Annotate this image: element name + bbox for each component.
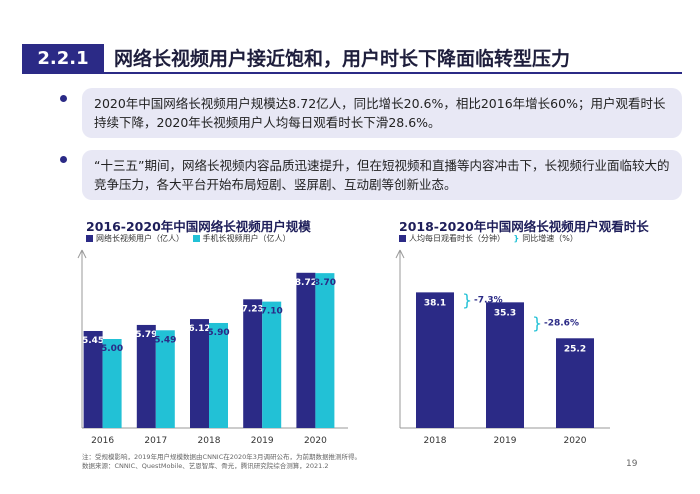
- header-divider: [104, 72, 682, 74]
- x-tick-label: 2018: [198, 436, 221, 446]
- x-tick-label: 2017: [144, 436, 167, 446]
- bar-value-label: 7.10: [261, 307, 283, 317]
- page-number: 19: [626, 459, 638, 469]
- bar-value-label: 7.23: [242, 304, 264, 314]
- chart2-title: 2018-2020年中国网络长视频用户观看时长: [399, 219, 649, 234]
- chart2-legend: 人均每日观看时长（分钟） } 同比增速（%）: [399, 233, 584, 244]
- bar-watch-time: [486, 302, 524, 428]
- legend-item: 人均每日观看时长（分钟）: [399, 233, 505, 244]
- x-tick-label: 2020: [564, 436, 587, 446]
- bar-network: [83, 330, 103, 428]
- bar-mobile: [209, 322, 228, 428]
- bar-network: [190, 319, 209, 428]
- bar-value-label: 5.00: [101, 344, 123, 354]
- y-axis-arrow: [395, 249, 401, 259]
- bullet-dot: [60, 95, 67, 102]
- x-tick-label: 2019: [251, 436, 274, 446]
- y-axis-arrow: [77, 249, 83, 259]
- bar-watch-time: [416, 292, 454, 428]
- bar-value-label: 38.1: [424, 298, 446, 308]
- bullet-panel-2: “十三五”期间，网络长视频内容品质迅速提升，但在短视频和直播等内容冲击下，长视频…: [82, 150, 682, 200]
- bar-value-label: 5.79: [135, 330, 157, 340]
- x-tick-label: 2019: [494, 436, 517, 446]
- footnote-source: 数据来源：CNNIC、QuestMobile、艺恩智库、骨光，腾讯研究院综合测算…: [82, 462, 329, 470]
- bar-value-label: 5.45: [82, 336, 104, 346]
- bar-mobile: [155, 330, 175, 428]
- bullet-panel-1: 2020年中国网络长视频用户规模达8.72亿人，同比增长20.6%，相比2016…: [82, 88, 682, 138]
- legend-label: 同比增速（%）: [522, 234, 578, 243]
- bullet-dot: [60, 156, 67, 163]
- bullet-text-1: 2020年中国网络长视频用户规模达8.72亿人，同比增长20.6%，相比2016…: [94, 96, 666, 130]
- legend-item: 手机长视频用户（亿人）: [192, 233, 291, 244]
- legend-label: 手机长视频用户（亿人）: [202, 234, 291, 243]
- bar-value-label: 35.3: [494, 308, 516, 318]
- bar-mobile: [102, 339, 122, 428]
- bar-watch-time: [556, 338, 594, 428]
- bar-value-label: 6.12: [188, 324, 210, 334]
- legend-label: 网络长视频用户（亿人）: [96, 234, 184, 243]
- bar-mobile: [262, 301, 282, 428]
- growth-brace: }: [532, 313, 542, 332]
- bar-mobile: [315, 273, 335, 428]
- bar-network: [136, 324, 156, 428]
- y-axis-arrow: [81, 249, 87, 259]
- bar-value-label: 8.72: [295, 278, 317, 288]
- bar-value-label: 8.70: [314, 278, 336, 288]
- x-tick-label: 2016: [91, 436, 114, 446]
- growth-rate-label: -7.3%: [474, 295, 503, 305]
- section-number: 2.2.1: [22, 44, 104, 74]
- y-axis-arrow: [399, 249, 405, 259]
- chart1-legend: 网络长视频用户（亿人） 手机长视频用户（亿人）: [86, 233, 297, 244]
- legend-item: 网络长视频用户（亿人）: [86, 233, 184, 244]
- growth-rate-label: -28.6%: [544, 318, 579, 328]
- section-header: 2.2.1 网络长视频用户接近饱和，用户时长下降面临转型压力: [22, 44, 682, 74]
- legend-label: 人均每日观看时长（分钟）: [409, 234, 505, 243]
- footnote-line: 注：受规模影响，2019年用户规模数据由CNNIC在2020年3月调研公布，为前…: [82, 453, 361, 461]
- footnote: 注：受规模影响，2019年用户规模数据由CNNIC在2020年3月调研公布，为前…: [82, 453, 361, 471]
- bar-value-label: 25.2: [564, 344, 586, 354]
- bar-value-label: 5.49: [154, 335, 176, 345]
- bar-value-label: 5.90: [207, 328, 229, 338]
- growth-brace: }: [462, 290, 472, 309]
- chart1-title: 2016-2020年中国网络长视频用户规模: [86, 219, 311, 234]
- x-tick-label: 2018: [424, 436, 447, 446]
- bar-network: [243, 299, 263, 428]
- x-tick-label: 2020: [304, 436, 327, 446]
- bullet-text-2: “十三五”期间，网络长视频内容品质迅速提升，但在短视频和直播等内容冲击下，长视频…: [94, 158, 670, 192]
- bar-network: [296, 272, 316, 428]
- legend-item: } 同比增速（%）: [513, 234, 578, 243]
- section-title: 网络长视频用户接近饱和，用户时长下降面临转型压力: [114, 48, 571, 70]
